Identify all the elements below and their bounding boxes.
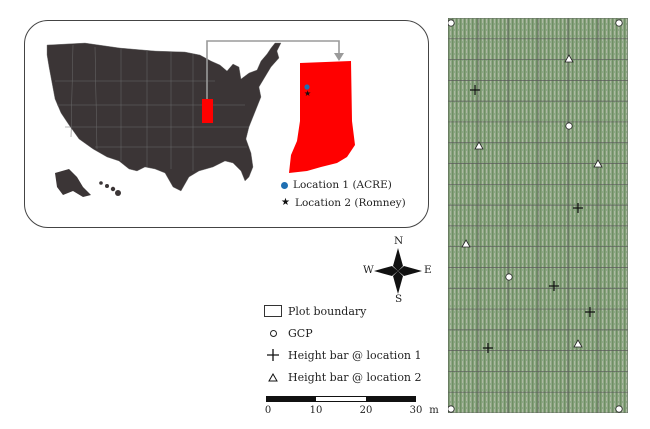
field-plot-grid bbox=[448, 18, 628, 413]
indiana-small bbox=[202, 99, 213, 123]
gcp-marker bbox=[565, 122, 573, 130]
callout-arrow bbox=[206, 40, 340, 99]
hawaii-shape bbox=[99, 181, 121, 196]
north-arrow-compass: N S W E bbox=[360, 235, 440, 305]
legend-label: Height bar @ location 1 bbox=[288, 348, 422, 362]
arrow-head bbox=[334, 53, 344, 61]
height-bar-location-1-marker bbox=[573, 203, 583, 213]
inset-legend-location-1: Location 1 (ACRE) bbox=[281, 179, 392, 191]
gcp-marker bbox=[448, 405, 455, 413]
plus-icon bbox=[267, 349, 279, 361]
compass-west: W bbox=[363, 264, 374, 276]
scale-tick-0: 0 bbox=[264, 405, 272, 416]
state-lines bbox=[55, 44, 249, 171]
height-bar-location-2-marker bbox=[564, 54, 574, 63]
square-icon bbox=[264, 305, 282, 317]
legend-item-plot-boundary: Plot boundary bbox=[262, 303, 366, 319]
gcp-marker bbox=[505, 273, 513, 281]
circle-icon bbox=[269, 329, 277, 337]
gcp-marker bbox=[448, 19, 455, 27]
gcp-marker bbox=[615, 405, 623, 413]
compass-east: E bbox=[424, 264, 432, 276]
star-icon: ★ bbox=[281, 197, 290, 208]
usa-inset-map: ★ bbox=[46, 40, 355, 197]
legend-item-height-bar-1: Height bar @ location 1 bbox=[262, 347, 422, 363]
location-1-marker bbox=[304, 84, 310, 90]
height-bar-location-1-marker bbox=[470, 85, 480, 95]
legend-label: Plot boundary bbox=[288, 304, 367, 318]
height-bar-location-1-marker bbox=[585, 307, 595, 317]
height-bar-location-2-marker bbox=[573, 339, 583, 348]
alaska-shape bbox=[55, 169, 91, 197]
height-bar-location-2-marker bbox=[461, 239, 471, 248]
height-bar-location-2-marker bbox=[474, 141, 484, 150]
height-bar-location-2-marker bbox=[593, 159, 603, 168]
scale-bar-graphic bbox=[266, 396, 416, 402]
gcp-marker bbox=[615, 19, 623, 27]
legend-item-gcp: GCP bbox=[262, 325, 313, 341]
scale-unit: m bbox=[429, 405, 439, 416]
inset-legend-label: Location 1 (ACRE) bbox=[293, 179, 392, 191]
legend-label: GCP bbox=[288, 326, 313, 340]
location-2-marker: ★ bbox=[304, 89, 311, 98]
height-bar-location-1-marker bbox=[483, 343, 493, 353]
inset-map-panel: ★ Location 1 (ACRE) ★ Location 2 (Romney… bbox=[24, 20, 429, 228]
triangle-icon bbox=[268, 372, 278, 381]
usa-silhouette bbox=[46, 42, 282, 192]
scale-tick-30: 30 bbox=[409, 405, 423, 416]
map-legend: Plot boundary GCP Height bar @ location … bbox=[262, 303, 442, 395]
indiana-large bbox=[289, 61, 355, 173]
scale-bar: 0 10 20 30 m bbox=[264, 396, 446, 426]
scale-tick-20: 20 bbox=[359, 405, 373, 416]
compass-south: S bbox=[395, 293, 403, 305]
compass-north: N bbox=[394, 235, 404, 247]
scale-tick-10: 10 bbox=[309, 405, 323, 416]
inset-legend-label: Location 2 (Romney) bbox=[294, 197, 406, 209]
height-bar-location-1-marker bbox=[549, 281, 559, 291]
compass-rose-icon bbox=[374, 248, 422, 294]
field-plot-map bbox=[448, 18, 628, 413]
legend-label: Height bar @ location 2 bbox=[288, 370, 422, 384]
inset-legend-location-2: ★ Location 2 (Romney) bbox=[281, 197, 406, 209]
legend-item-height-bar-2: Height bar @ location 2 bbox=[262, 369, 422, 385]
blue-dot-icon bbox=[281, 181, 288, 189]
